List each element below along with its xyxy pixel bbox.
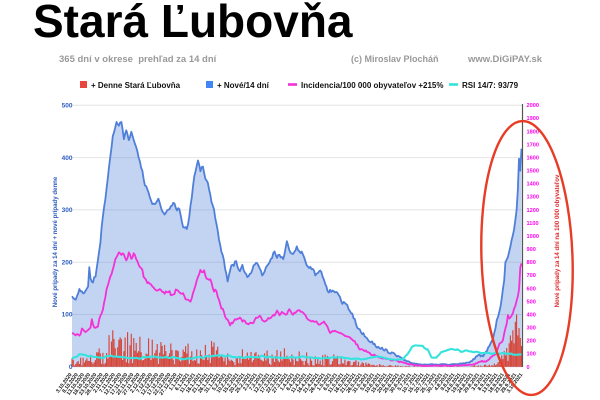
svg-text:1200: 1200 [527, 208, 539, 214]
svg-text:1500: 1500 [527, 169, 539, 175]
svg-text:800: 800 [527, 260, 536, 266]
svg-text:0: 0 [527, 365, 530, 371]
svg-text:Incidencia/100 000 obyvateľov: Incidencia/100 000 obyvateľov +215% [301, 81, 444, 90]
svg-text:1600: 1600 [527, 156, 539, 162]
svg-text:200: 200 [527, 339, 536, 345]
svg-text:1000: 1000 [527, 234, 539, 240]
svg-text:(c) Miroslav Plocháň: (c) Miroslav Plocháň [351, 54, 439, 64]
svg-text:1900: 1900 [527, 116, 539, 122]
svg-text:1800: 1800 [527, 129, 539, 135]
svg-text:www.DiGiPAY.sk: www.DiGiPAY.sk [467, 54, 543, 65]
svg-text:200: 200 [62, 259, 73, 266]
svg-text:500: 500 [62, 103, 73, 110]
svg-text:2000: 2000 [527, 103, 539, 109]
svg-text:600: 600 [527, 286, 536, 292]
svg-text:900: 900 [527, 247, 536, 253]
svg-text:Nové prípady za 14 dní + nové: Nové prípady za 14 dní + nové prípady de… [52, 176, 59, 307]
svg-text:1100: 1100 [527, 221, 539, 227]
svg-text:Stará Ľubovňa: Stará Ľubovňa [33, 0, 353, 47]
svg-text:300: 300 [527, 326, 536, 332]
svg-text:1300: 1300 [527, 195, 539, 201]
svg-text:RSI 14/7: 93/79: RSI 14/7: 93/79 [462, 81, 519, 90]
svg-text:+ Nové/14 dní: + Nové/14 dní [217, 81, 270, 90]
svg-text:Nové prípady za 14 dní na 100: Nové prípady za 14 dní na 100 000 obyvat… [554, 174, 561, 307]
svg-text:300: 300 [62, 207, 73, 214]
svg-text:100: 100 [62, 312, 73, 319]
svg-text:100: 100 [527, 352, 536, 358]
svg-text:400: 400 [527, 313, 536, 319]
svg-text:700: 700 [527, 273, 536, 279]
svg-text:365 dní v okrese prehľad za 1: 365 dní v okrese prehľad za 14 dní [59, 54, 217, 65]
svg-text:500: 500 [527, 299, 536, 305]
svg-text:1400: 1400 [527, 182, 539, 188]
svg-text:400: 400 [62, 155, 73, 162]
svg-text:+ Denne Stará Ľubovňa: + Denne Stará Ľubovňa [91, 81, 181, 90]
svg-text:1700: 1700 [527, 142, 539, 148]
svg-text:0: 0 [69, 364, 73, 371]
